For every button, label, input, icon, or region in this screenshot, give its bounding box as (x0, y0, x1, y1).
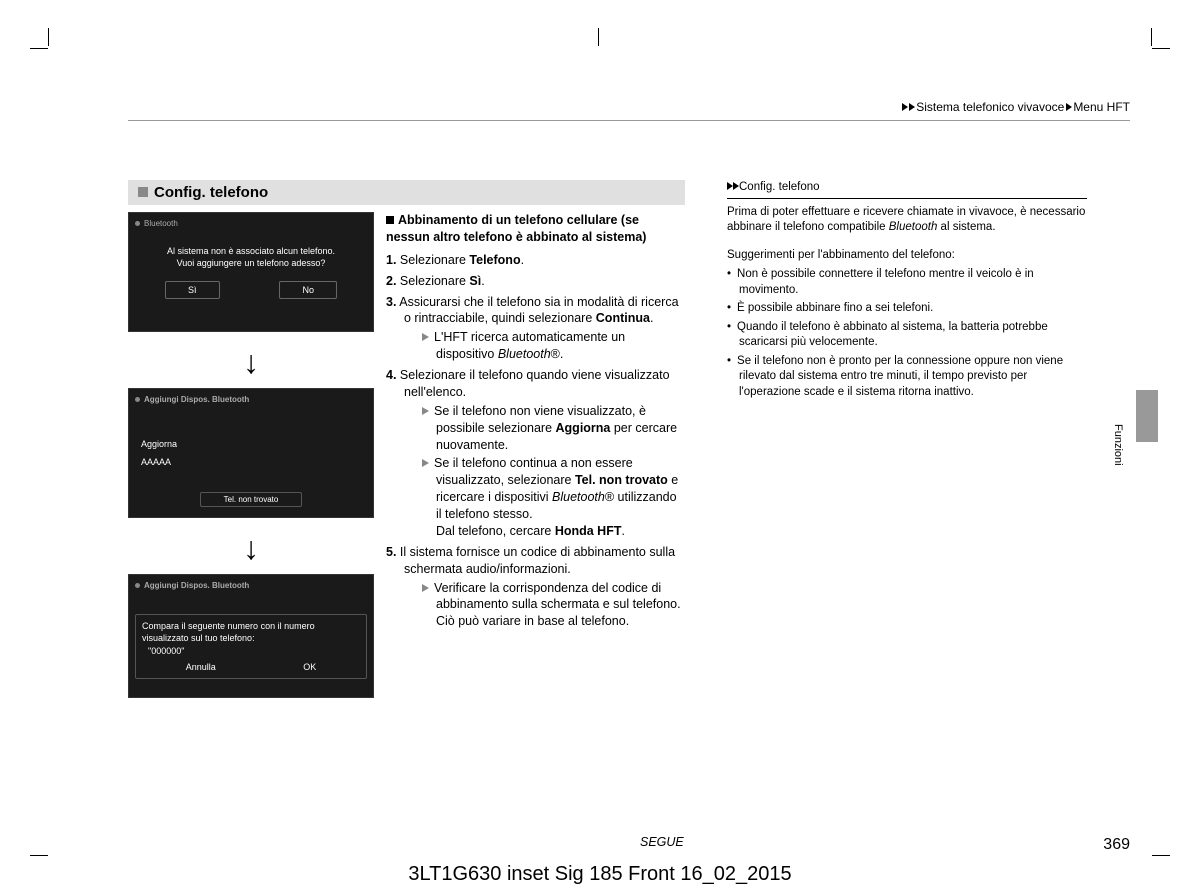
pairing-message: Compara il seguente numero con il numero… (142, 621, 360, 644)
screen-title: Aggiungi Dispos. Bluetooth (144, 395, 249, 404)
tip-item: Quando il telefono è abbinato al sistema… (727, 320, 1087, 351)
crop-mark (30, 855, 48, 856)
instruction-heading: Abbinamento di un telefono cellulare (se… (386, 212, 682, 246)
down-arrow-icon: ↓ (128, 532, 374, 564)
screen-title: Aggiungi Dispos. Bluetooth (144, 581, 249, 590)
manual-page: Sistema telefonico vivavoce Menu HFT Conf… (0, 0, 1200, 896)
tips-header: Config. telefono (727, 180, 1087, 196)
crop-mark (30, 48, 48, 49)
step-2: 2. Selezionare Sì. (386, 273, 682, 290)
crop-mark (1152, 48, 1170, 49)
step-4-sub1: Se il telefono non viene visualizzato, è… (422, 403, 682, 454)
screen-header: Aggiungi Dispos. Bluetooth (135, 395, 367, 404)
step-5-sub: Verificare la corrispondenza del codice … (422, 580, 682, 631)
screen-message: Al sistema non è associato alcun telefon… (143, 246, 359, 269)
pairing-code: "000000" (148, 646, 354, 656)
screen-header: Bluetooth (135, 219, 367, 228)
dot-icon (135, 583, 140, 588)
side-label: Funzioni (1112, 424, 1124, 466)
triangle-icon (902, 103, 908, 111)
no-button: No (279, 281, 337, 299)
screen-1: Bluetooth Al sistema non è associato alc… (128, 212, 374, 332)
page-number: 369 (1103, 836, 1130, 854)
triangle-icon (422, 333, 429, 341)
pairing-box: Compara il seguente numero con il numero… (135, 614, 367, 679)
step-3: 3. Assicurarsi che il telefono sia in mo… (386, 294, 682, 364)
step-1: 1. Selezionare Telefono. (386, 252, 682, 269)
footer-text: 3LT1G630 inset Sig 185 Front 16_02_2015 (0, 863, 1200, 886)
square-icon (386, 216, 394, 224)
yes-button: Sì (165, 281, 220, 299)
step-5: 5. Il sistema fornisce un codice di abbi… (386, 544, 682, 630)
triangle-icon (909, 103, 915, 111)
dot-icon (135, 221, 140, 226)
refresh-item: Aggiorna (135, 436, 367, 452)
cancel-button: Annulla (186, 662, 216, 672)
screen-header: Aggiungi Dispos. Bluetooth (135, 581, 367, 590)
triangle-icon (422, 459, 429, 467)
crop-mark (48, 28, 49, 46)
crop-mark (1151, 28, 1152, 46)
crop-mark (598, 28, 599, 46)
step-4-sub2: Se il telefono continua a non essere vis… (422, 455, 682, 539)
tip-item: Non è possibile connettere il telefono m… (727, 267, 1087, 298)
screen-header-text: Bluetooth (144, 219, 178, 228)
tip-item: È possibile abbinare fino a sei telefoni… (727, 301, 1087, 317)
instructions-column: Abbinamento di un telefono cellulare (se… (386, 212, 682, 634)
down-arrow-icon: ↓ (128, 346, 374, 378)
section-title: Config. telefono (154, 184, 268, 201)
tips-subheading: Suggerimenti per l'abbinamento del telef… (727, 248, 1087, 264)
screen-3: Aggiungi Dispos. Bluetooth Compara il se… (128, 574, 374, 698)
continue-label: SEGUE (640, 835, 684, 849)
step-4: 4. Selezionare il telefono quando viene … (386, 367, 682, 540)
triangle-icon (422, 584, 429, 592)
tip-item: Se il telefono non è pronto per la conne… (727, 354, 1087, 401)
tips-list: Non è possibile connettere il telefono m… (727, 267, 1087, 400)
divider (128, 120, 1130, 121)
screen-2: Aggiungi Dispos. Bluetooth Aggiorna AAAA… (128, 388, 374, 518)
breadcrumb-item: Sistema telefonico vivavoce (916, 100, 1064, 114)
square-icon (138, 187, 148, 197)
not-found-button: Tel. non trovato (200, 492, 302, 507)
breadcrumb: Sistema telefonico vivavoce Menu HFT (902, 100, 1130, 114)
side-tab (1136, 390, 1158, 442)
tips-intro: Prima di poter effettuare e ricevere chi… (727, 205, 1087, 236)
tips-column: Config. telefono Prima di poter effettua… (727, 180, 1087, 404)
screen-buttons: Sì No (135, 281, 367, 299)
divider (727, 198, 1087, 199)
triangle-icon (422, 407, 429, 415)
crop-mark (1152, 855, 1170, 856)
screenshots-column: Bluetooth Al sistema non è associato alc… (128, 212, 374, 698)
device-item: AAAAA (135, 454, 367, 470)
breadcrumb-item: Menu HFT (1073, 100, 1130, 114)
dot-icon (135, 397, 140, 402)
ok-button: OK (303, 662, 316, 672)
step-3-sub: L'HFT ricerca automaticamente un disposi… (422, 329, 682, 363)
section-heading: Config. telefono (128, 180, 685, 205)
triangle-icon (1066, 103, 1072, 111)
